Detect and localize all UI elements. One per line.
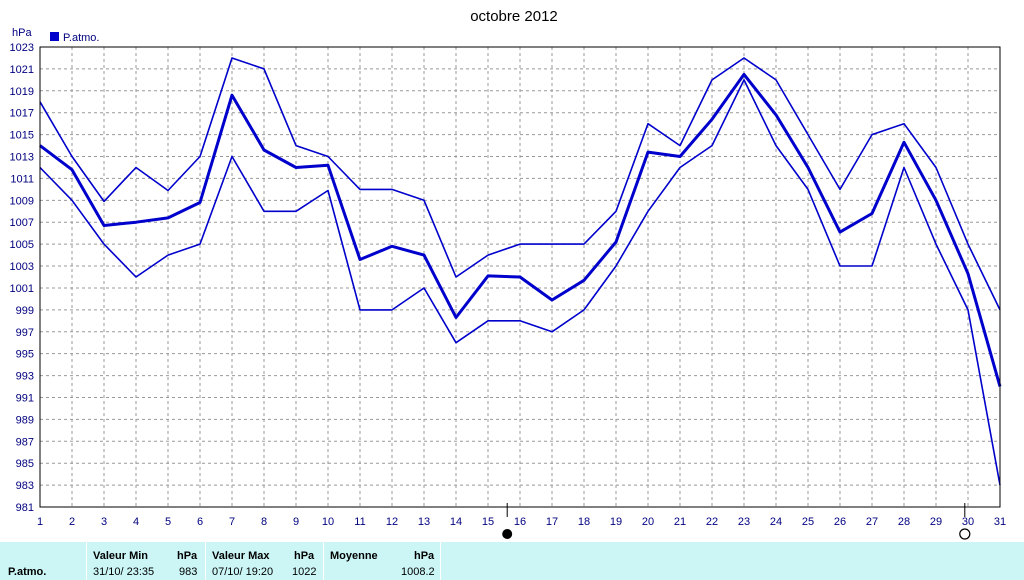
x-tick-label: 25	[802, 516, 814, 528]
y-tick-label: 999	[16, 305, 34, 317]
chart-title: octobre 2012	[470, 8, 558, 25]
x-tick-label: 15	[482, 516, 494, 528]
mean-value: 1008.2	[401, 566, 435, 578]
series-line-min	[39, 79, 1001, 486]
legend-swatch	[50, 32, 59, 41]
x-tick-label: 21	[674, 516, 686, 528]
plot-frame	[39, 46, 1001, 508]
x-tick-labels: 1 2 3 4 5 6 7 8 9 10 11 12 13 14 15 16 17 18 19 20 21 22 23 24 2…	[37, 516, 1006, 528]
max-value: 1022	[292, 566, 317, 578]
x-tick-label: 10	[322, 516, 334, 528]
y-tick-label: 1023	[10, 42, 34, 54]
x-tick-label: 31	[994, 516, 1006, 528]
x-tick-label: 4	[133, 516, 139, 528]
x-tick-label: 30	[962, 516, 974, 528]
y-tick-label: 1009	[10, 195, 34, 207]
x-tick-label: 20	[642, 516, 654, 528]
moon-markers	[502, 503, 971, 540]
y-tick-label: 1013	[10, 152, 34, 164]
series-lines	[39, 57, 1002, 486]
x-tick-label: 3	[101, 516, 107, 528]
footer-separator	[440, 542, 441, 580]
x-tick-label: 22	[706, 516, 718, 528]
y-tick-label: 1007	[10, 217, 34, 229]
y-tick-label: 991	[16, 392, 34, 404]
x-tick-label: 29	[930, 516, 942, 528]
x-tick-label: 14	[450, 516, 462, 528]
mean-unit: hPa	[414, 550, 435, 562]
footer-separator	[86, 542, 87, 580]
y-tick-label: 1015	[10, 130, 34, 142]
x-tick-label: 13	[418, 516, 430, 528]
y-tick-label: 993	[16, 371, 34, 383]
y-tick-label: 981	[16, 502, 34, 514]
x-tick-label: 26	[834, 516, 846, 528]
x-tick-label: 9	[293, 516, 299, 528]
new-moon-icon	[959, 528, 971, 540]
x-tick-label: 28	[898, 516, 910, 528]
x-tick-label: 16	[514, 516, 526, 528]
pressure-chart: octobre 2012 hPa P.atmo. 981983985987989…	[10, 8, 1006, 540]
x-tick-label: 2	[69, 516, 75, 528]
x-tick-label: 17	[546, 516, 558, 528]
y-tick-label: 985	[16, 458, 34, 470]
x-tick-label: 5	[165, 516, 171, 528]
x-tick-label: 27	[866, 516, 878, 528]
x-tick-label: 1	[37, 516, 43, 528]
x-tick-label: 6	[197, 516, 203, 528]
x-tick-label: 11	[354, 516, 365, 528]
series-line-mean	[39, 72, 1002, 387]
y-tick-label: 1019	[10, 86, 34, 98]
x-tick-label: 19	[610, 516, 622, 528]
y-tick-label: 987	[16, 436, 34, 448]
x-tick-label: 18	[578, 516, 590, 528]
mean-header: Moyenne	[330, 550, 378, 562]
max-header: Valeur Max	[212, 550, 270, 562]
y-tick-label: 1001	[10, 283, 34, 295]
footer-separator	[323, 542, 324, 580]
y-tick-label: 1011	[10, 173, 34, 185]
max-date: 07/10/ 19:20	[212, 566, 274, 578]
legend-label: P.atmo.	[63, 32, 100, 44]
y-tick-label: 983	[16, 480, 34, 492]
x-tick-label: 24	[770, 516, 782, 528]
x-tick-label: 12	[386, 516, 398, 528]
y-tick-label: 1003	[10, 261, 34, 273]
min-date: 31/10/ 23:35	[93, 566, 155, 578]
stats-footer: P.atmo. Valeur Min hPa 31/10/ 23:35 983 …	[0, 542, 1024, 580]
x-tick-label: 23	[738, 516, 750, 528]
y-tick-label: 1005	[10, 239, 34, 251]
full-moon-icon	[502, 529, 513, 539]
y-axis-label: hPa	[12, 27, 32, 39]
max-unit: hPa	[294, 550, 315, 562]
series-line-max	[39, 57, 1001, 311]
y-tick-label: 995	[16, 349, 34, 361]
x-tick-label: 7	[229, 516, 235, 528]
y-tick-label: 989	[16, 414, 34, 426]
y-tick-label: 997	[16, 327, 34, 339]
x-tick-label: 8	[261, 516, 267, 528]
y-tick-label: 1021	[10, 64, 34, 76]
min-unit: hPa	[177, 550, 198, 562]
min-header: Valeur Min	[93, 550, 149, 562]
footer-row-label: P.atmo.	[8, 566, 47, 578]
y-tick-label: 1017	[10, 108, 34, 120]
footer-separator	[205, 542, 206, 580]
min-value: 983	[179, 566, 198, 578]
y-tick-labels: 981 983 985 987 989 991 993 995 997 999 1001 1003 10…	[10, 42, 34, 514]
